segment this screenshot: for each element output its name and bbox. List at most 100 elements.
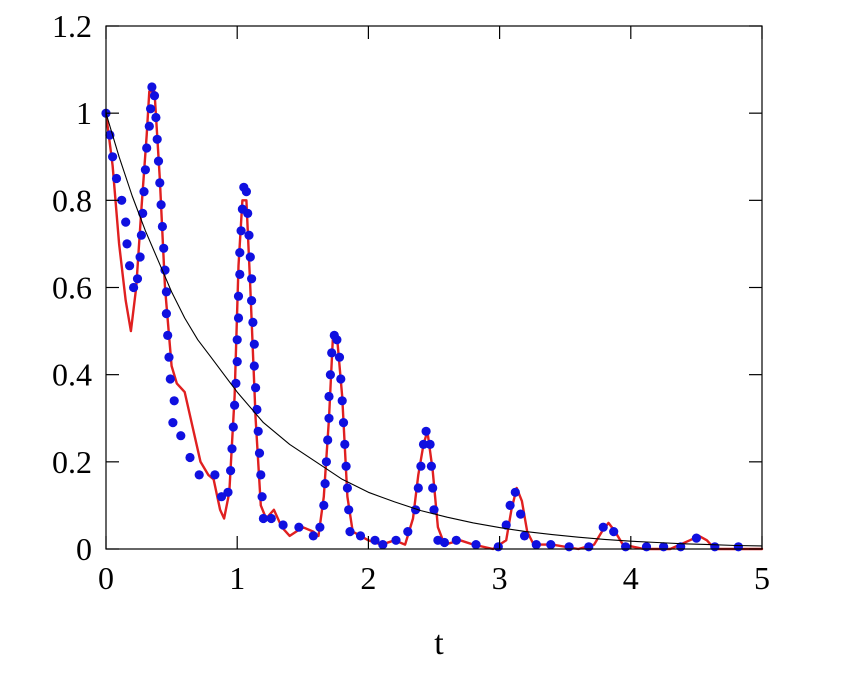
- data-point: [531, 540, 541, 550]
- data-point: [168, 418, 178, 428]
- data-point: [344, 505, 354, 515]
- x-tick-label: 1: [229, 560, 245, 596]
- data-point: [510, 487, 520, 497]
- series-line: [104, 90, 764, 551]
- data-point: [659, 542, 669, 552]
- data-point: [146, 104, 156, 114]
- data-point: [161, 309, 171, 319]
- data-point: [428, 483, 438, 493]
- data-point: [519, 531, 530, 541]
- data-point: [345, 527, 355, 537]
- x-tick-label: 3: [492, 560, 508, 596]
- data-point: [223, 487, 233, 497]
- data-point: [144, 121, 154, 131]
- data-point: [233, 313, 244, 323]
- data-point: [230, 400, 240, 410]
- data-point: [235, 269, 245, 279]
- data-point: [163, 330, 173, 340]
- data-point: [151, 112, 161, 123]
- data-point: [320, 479, 330, 489]
- data-point: [294, 522, 304, 532]
- data-point: [546, 540, 556, 550]
- axes-layer: [105, 25, 763, 550]
- data-point: [135, 252, 145, 262]
- data-point: [334, 352, 345, 362]
- data-point: [159, 243, 169, 253]
- data-point: [258, 513, 268, 524]
- data-point: [117, 195, 127, 205]
- data-point: [216, 492, 227, 502]
- data-point: [493, 542, 503, 552]
- data-point: [641, 542, 652, 552]
- data-point: [226, 466, 236, 476]
- data-point: [153, 156, 164, 166]
- data-point: [227, 444, 237, 454]
- labels-layer: 0 1 2 3 4 5 0 0.2 0.4 0.6 0.8 1 1.2 t: [52, 8, 770, 662]
- data-point: [165, 374, 175, 384]
- data-point: [129, 282, 139, 293]
- data-point: [176, 431, 186, 441]
- data-point: [278, 520, 288, 530]
- y-tick-label: 0.4: [52, 357, 92, 393]
- data-point: [710, 542, 720, 552]
- series-0: [104, 90, 764, 551]
- data-point: [516, 509, 526, 519]
- data-point: [235, 248, 245, 258]
- data-point: [325, 370, 335, 380]
- data-point: [108, 152, 118, 162]
- x-axis-label: t: [434, 625, 444, 662]
- data-point: [231, 378, 241, 388]
- data-point: [266, 513, 276, 524]
- data-point: [341, 461, 351, 471]
- series-layer: [101, 82, 764, 552]
- x-tick-label: 2: [360, 560, 376, 596]
- data-point: [342, 483, 352, 493]
- data-point: [411, 505, 421, 515]
- data-point: [324, 413, 334, 423]
- data-point: [236, 226, 246, 236]
- y-tick-label: 0.8: [52, 182, 92, 218]
- data-point: [157, 221, 167, 232]
- data-point: [152, 134, 162, 144]
- data-point: [451, 535, 461, 545]
- data-point: [249, 361, 259, 371]
- data-point: [609, 527, 619, 537]
- data-point: [248, 317, 258, 327]
- data-point: [413, 483, 423, 493]
- data-point: [139, 187, 149, 197]
- data-point: [421, 426, 431, 436]
- data-point: [164, 352, 174, 362]
- data-point: [247, 274, 257, 284]
- data-point: [621, 542, 631, 552]
- y-tick-label: 0.2: [52, 444, 92, 480]
- data-point: [254, 448, 265, 458]
- data-point: [125, 261, 135, 271]
- data-point: [355, 531, 366, 541]
- data-point: [337, 396, 347, 406]
- data-point: [169, 396, 179, 406]
- data-point: [598, 522, 608, 532]
- data-point: [256, 470, 266, 480]
- data-point: [338, 418, 349, 428]
- data-point: [252, 404, 262, 415]
- data-point: [315, 522, 325, 532]
- data-point: [439, 537, 450, 548]
- data-point: [332, 335, 342, 345]
- data-point: [257, 492, 267, 502]
- data-point: [403, 527, 413, 537]
- x-tick-label: 0: [98, 560, 114, 596]
- data-point: [228, 422, 238, 432]
- data-point: [425, 439, 435, 449]
- y-tick-label: 1.2: [52, 8, 92, 44]
- y-tick-label: 0: [76, 531, 92, 567]
- y-tick-label: 1: [76, 95, 92, 131]
- y-tick-label: 0.6: [52, 270, 92, 306]
- data-point: [136, 230, 146, 240]
- data-point: [584, 542, 594, 552]
- data-point: [121, 217, 131, 227]
- data-point: [243, 208, 253, 218]
- data-point: [232, 357, 242, 367]
- data-point: [244, 230, 254, 240]
- data-point: [501, 520, 511, 530]
- data-point: [241, 187, 251, 197]
